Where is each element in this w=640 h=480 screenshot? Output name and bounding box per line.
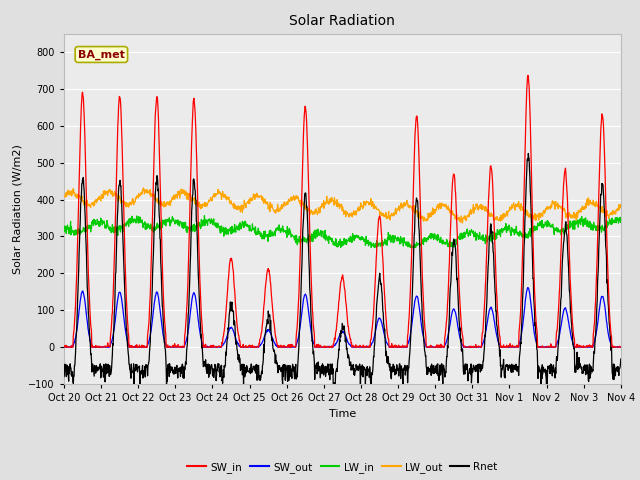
Text: BA_met: BA_met (78, 49, 125, 60)
X-axis label: Time: Time (329, 408, 356, 419)
Y-axis label: Solar Radiation (W/m2): Solar Radiation (W/m2) (13, 144, 23, 274)
Legend: SW_in, SW_out, LW_in, LW_out, Rnet: SW_in, SW_out, LW_in, LW_out, Rnet (183, 457, 502, 477)
Title: Solar Radiation: Solar Radiation (289, 14, 396, 28)
